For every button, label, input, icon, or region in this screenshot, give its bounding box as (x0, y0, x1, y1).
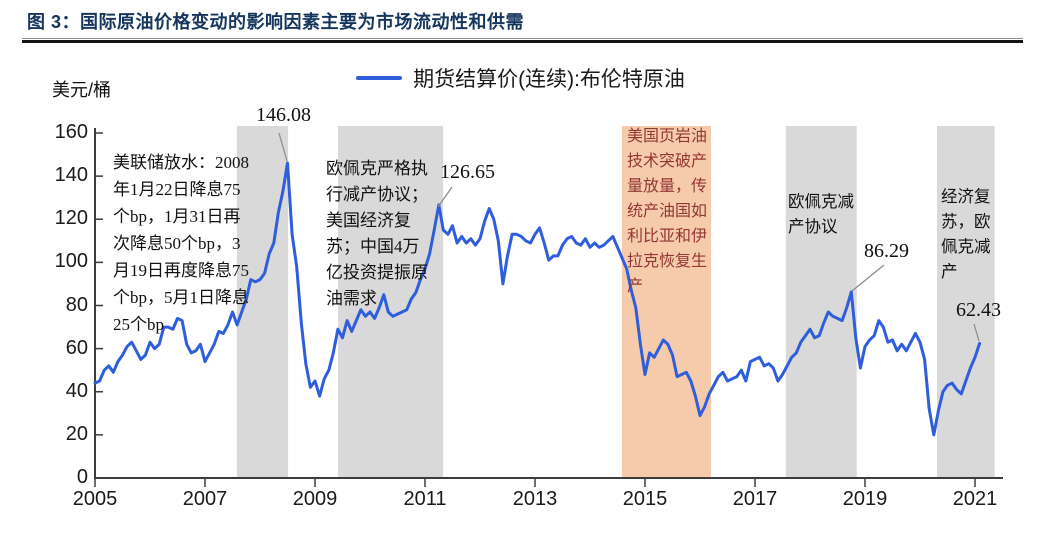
legend-label: 期货结算价(连续):布伦特原油 (413, 68, 685, 91)
annotation-opec-cut-2017: 欧佩克减 产协议 (788, 192, 854, 236)
leader-line (851, 264, 885, 292)
annotation-opec-2009-recovery: 欧佩克严格执 行减产协议； 美国经济复 苏；中国4万 亿投资提振原 油需求 (326, 159, 428, 308)
x-tick-label: 2005 (72, 488, 118, 510)
title-divider (22, 38, 1023, 43)
y-tick-label: 0 (76, 466, 88, 488)
x-tick-label: 2019 (842, 488, 888, 510)
annotation-shale-supply: 美国页岩油 技术突破产 量放量，传 统产油国如 利比亚和伊 拉克恢复生 产 (627, 128, 708, 295)
leader-line (278, 132, 288, 162)
peak-value-label: 86.29 (864, 240, 909, 262)
y-tick-label: 100 (54, 250, 88, 273)
figure-title: 图 3：国际原油价格变动的影响因素主要为市场流动性和供需 (27, 12, 525, 32)
leader-line (973, 323, 980, 342)
highlight-band-2014-2016-shale (621, 126, 711, 477)
annotation-recovery-2020: 经济复 苏，欧 佩克减 产 (941, 187, 991, 281)
highlight-band-2020-2021-recovery (937, 126, 995, 477)
x-tick-label: 2011 (403, 488, 447, 510)
y-tick-label: 160 (54, 121, 88, 143)
x-tick-label: 2007 (182, 488, 228, 510)
peak-value-label: 146.08 (256, 104, 311, 126)
y-tick-label: 40 (65, 379, 88, 402)
highlight-band-2009-2011-recovery (338, 126, 444, 477)
leader-line (437, 186, 453, 208)
legend: 期货结算价(连续):布伦特原油 (0, 63, 1041, 93)
highlight-band-2017-2018-opec-cut (785, 126, 857, 477)
annotation-fed-easing: 美联储放水：2008 年1月22日降息75 个bp，1月31日再 次降息50个b… (113, 153, 249, 334)
x-tick-label: 2013 (512, 488, 558, 510)
legend-line-swatch (356, 76, 403, 80)
y-tick-label: 120 (54, 207, 88, 230)
peak-value-label: 62.43 (956, 299, 1001, 321)
x-tick-label: 2009 (292, 488, 338, 510)
x-tick-label: 2015 (622, 488, 668, 510)
y-tick-label: 20 (65, 422, 88, 445)
y-axis-title: 美元/桶 (52, 80, 112, 100)
x-tick-label: 2021 (952, 488, 998, 510)
y-tick-label: 80 (65, 293, 88, 316)
y-tick-label: 60 (65, 336, 88, 359)
brent-price-line (93, 161, 982, 437)
peak-value-label: 126.65 (440, 161, 495, 183)
y-tick-label: 140 (54, 164, 88, 187)
x-tick-label: 2017 (732, 488, 778, 510)
